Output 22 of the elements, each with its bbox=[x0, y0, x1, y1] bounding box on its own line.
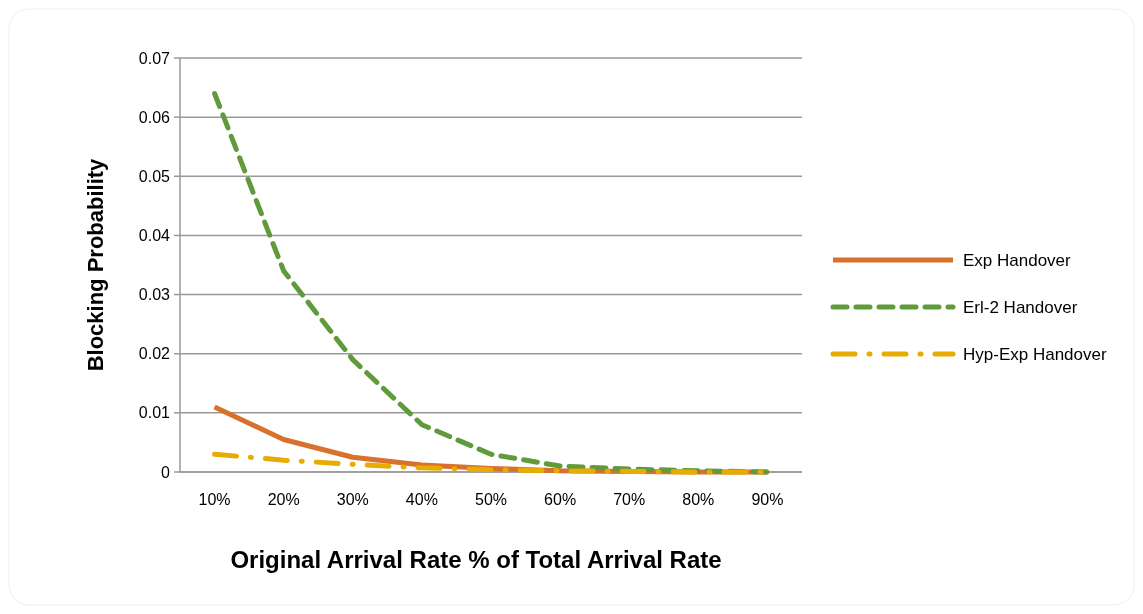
x-tick-label: 70% bbox=[613, 491, 646, 508]
x-tick-label: 90% bbox=[751, 491, 784, 508]
x-tick-label: 10% bbox=[198, 491, 231, 508]
x-tick-label: 50% bbox=[474, 491, 508, 508]
y-tick-label: 0 bbox=[161, 463, 171, 481]
x-tick-label: 40% bbox=[405, 491, 438, 508]
x-tick-label: 20% bbox=[267, 491, 300, 508]
y-tick-label: 0.01 bbox=[138, 404, 171, 422]
y-tick-label: 0.07 bbox=[138, 49, 171, 67]
x-tick-label: 80% bbox=[682, 491, 715, 508]
y-axis-title: Blocking Probability bbox=[83, 157, 108, 372]
x-axis-title: Original Arrival Rate % of Total Arrival Rate bbox=[230, 546, 722, 573]
text: Exp Handover bbox=[963, 250, 1072, 270]
x-tick-label: 30% bbox=[336, 491, 369, 508]
y-tick-label: 0.02 bbox=[138, 345, 171, 363]
y-tick-label: 0.04 bbox=[138, 227, 171, 245]
text: Hyp-Exp Handover bbox=[963, 344, 1107, 364]
y-tick-label: 0.06 bbox=[138, 108, 171, 126]
y-tick-label: 0.05 bbox=[138, 167, 171, 185]
y-tick-label: 0.03 bbox=[138, 286, 171, 304]
text: Erl-2 Handover bbox=[963, 297, 1078, 317]
x-tick-label: 60% bbox=[544, 491, 577, 508]
